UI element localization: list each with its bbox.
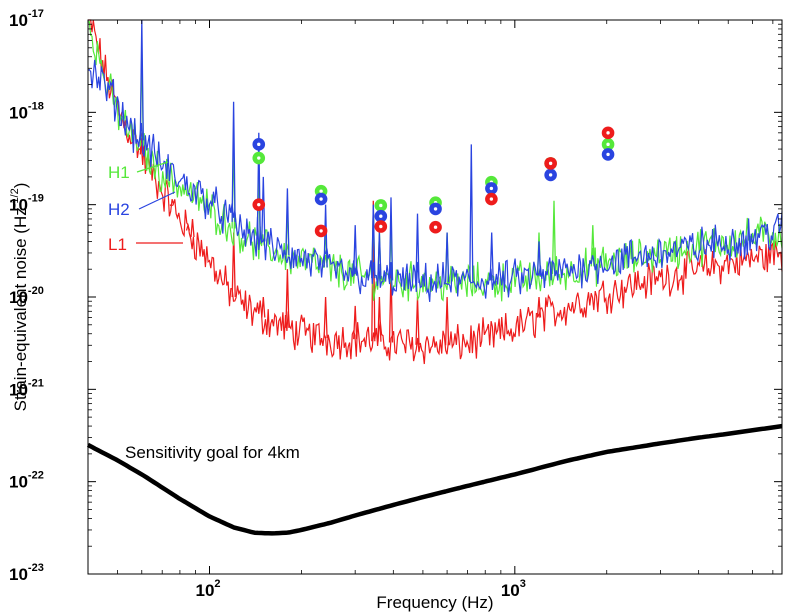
marker-center-h1-2 — [379, 203, 383, 208]
marker-center-h2-3 — [433, 207, 438, 211]
y-axis-title-exponent: -1/2 — [9, 188, 21, 207]
marker-center-h2-0 — [257, 142, 261, 147]
y-tick-label: 10-18 — [9, 100, 44, 122]
marker-center-l1-4 — [489, 197, 494, 201]
series-peak-h2 — [415, 213, 420, 284]
series-peak-l1 — [444, 296, 450, 346]
series-peak-h1 — [551, 200, 557, 275]
y-tick-label: 10-17 — [9, 8, 44, 30]
marker-center-h1-6 — [606, 142, 610, 147]
axes-layer: 10-17 10-18 10-19 10-20 10-21 10-22 10-23 102 10… — [9, 8, 782, 600]
marker-center-l1-3 — [433, 225, 438, 229]
marker-center-h2-6 — [606, 152, 610, 157]
y-tick-label: 10-21 — [9, 377, 44, 399]
series-peak-h2 — [388, 197, 394, 281]
y-tick-label: 10-20 — [9, 285, 44, 307]
annotation-sensitivity-goal: Sensitivity goal for 4km — [125, 443, 300, 462]
marker-center-l1-1 — [319, 229, 323, 233]
series-peak-l1 — [261, 296, 266, 318]
series-peak-l1 — [185, 222, 191, 231]
series-peak-h2 — [261, 176, 266, 242]
series-peak-l1 — [169, 203, 174, 207]
series-peak-h2 — [371, 204, 376, 279]
marker-center-h1-1 — [319, 189, 323, 193]
marker-center-l1-0 — [257, 202, 261, 207]
marker-center-l1-6 — [606, 131, 610, 135]
series-peak-l1 — [323, 296, 328, 339]
series-line-l1 — [88, 19, 783, 365]
legend-label-l1: L1 — [108, 235, 127, 254]
y-tick-label: 10-23 — [9, 562, 44, 584]
marker-center-h1-0 — [257, 156, 261, 160]
legend: H1 H2 L1 — [108, 161, 183, 254]
legend-leader-h2 — [138, 191, 176, 210]
series-peak-h2 — [489, 232, 494, 281]
marker-center-l1-5 — [548, 161, 553, 166]
series-peak-l1 — [415, 296, 420, 345]
markers-layer — [252, 126, 615, 238]
x-tick-label: 102 — [196, 578, 221, 600]
x-axis-title: Frequency (Hz) — [376, 593, 493, 612]
series-peak-l1 — [190, 218, 195, 238]
series-peak-h2 — [323, 204, 328, 268]
series-peak-l1 — [377, 296, 382, 342]
series-line-sensitivity-goal — [86, 423, 783, 536]
y-tick-label: 10-22 — [9, 470, 44, 492]
y-tick-label: 10-19 — [9, 193, 44, 215]
series-peak-h2 — [469, 144, 474, 282]
series-peak-l1 — [353, 305, 358, 340]
legend-leader-h1 — [136, 161, 169, 173]
series-peak-h1 — [590, 225, 595, 267]
legend-label-h1: H1 — [108, 163, 130, 182]
series-peak-h2 — [285, 188, 290, 256]
y-axis-title-main: Strain-equivalent noise (Hz — [11, 207, 30, 411]
series-line-h1 — [87, 20, 783, 302]
marker-center-h2-2 — [379, 214, 383, 218]
marker-center-h2-1 — [319, 197, 323, 201]
x-tick-label: 103 — [501, 578, 526, 600]
plot-lines — [86, 19, 783, 536]
series-peak-h2 — [536, 241, 542, 276]
series-peak-h2 — [444, 232, 450, 283]
plot-frame — [87, 19, 783, 575]
series-peak-h2 — [231, 101, 236, 222]
series-peak-h2 — [353, 225, 358, 276]
legend-label-h2: H2 — [108, 200, 130, 219]
y-axis-title: Strain-equivalent noise (Hz-1/2) — [9, 183, 30, 412]
marker-center-l1-2 — [379, 224, 383, 229]
series-peak-l1 — [285, 269, 290, 328]
y-axis-title-suffix: ) — [11, 183, 30, 189]
series-peak-l1 — [536, 296, 542, 318]
marker-center-h2-4 — [489, 186, 494, 191]
marker-center-h2-5 — [548, 173, 553, 177]
series-line-h2 — [87, 59, 783, 302]
